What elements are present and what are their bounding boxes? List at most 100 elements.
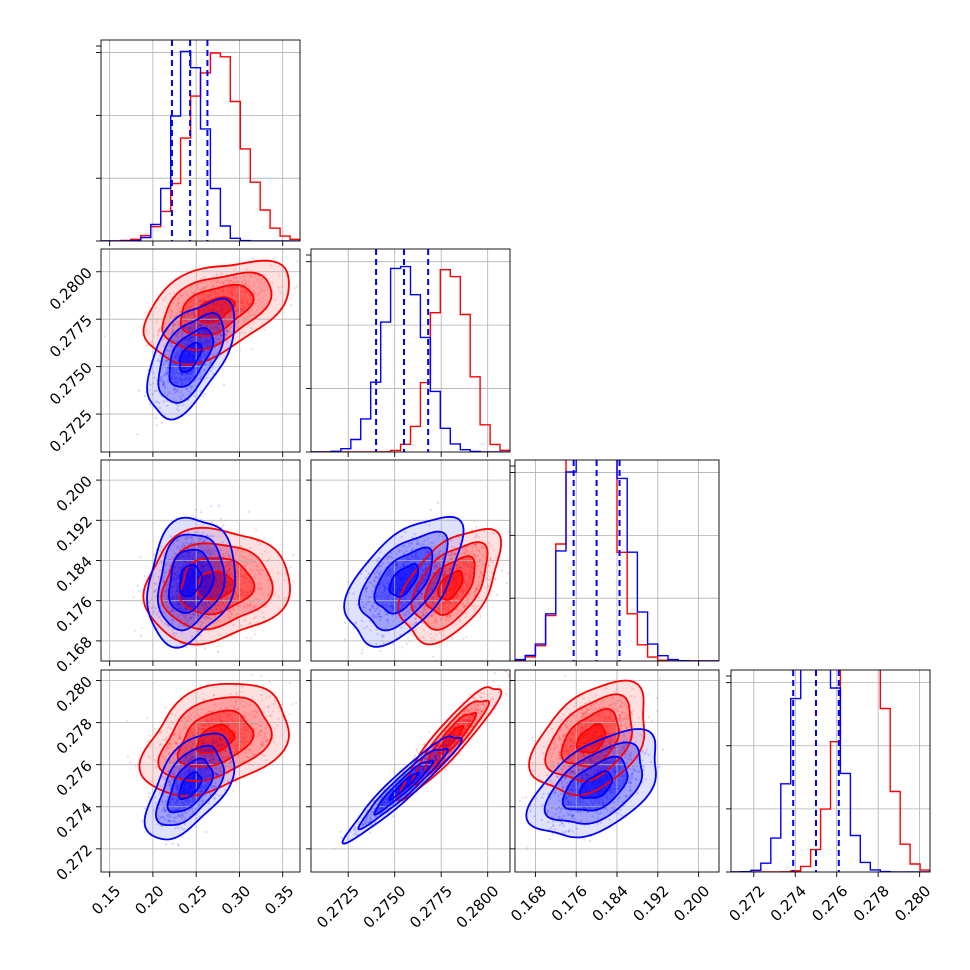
sample-point: [193, 367, 196, 370]
sample-point: [201, 329, 204, 332]
sample-point: [215, 325, 218, 328]
sample-point: [231, 293, 234, 296]
sample-point: [154, 307, 157, 310]
sample-point: [129, 761, 132, 764]
sample-point: [242, 309, 245, 312]
sample-point: [186, 326, 190, 329]
sample-point: [175, 389, 178, 392]
sample-point: [207, 294, 210, 297]
sample-point: [250, 310, 253, 313]
sample-point: [186, 327, 189, 330]
sample-point: [198, 324, 202, 327]
sample-point: [431, 655, 435, 658]
sample-point: [256, 278, 259, 281]
sample-point: [268, 680, 271, 684]
sample-point: [295, 285, 298, 288]
sample-point: [263, 328, 266, 331]
sample-point: [231, 285, 234, 288]
sample-point: [226, 329, 229, 332]
sample-point: [104, 335, 107, 338]
sample-point: [157, 333, 160, 336]
sample-point: [177, 301, 180, 304]
sample-point: [188, 337, 191, 340]
sample-point: [133, 629, 136, 632]
sample-point: [226, 331, 229, 334]
sample-point: [271, 281, 274, 285]
sample-point: [197, 332, 200, 335]
sample-point: [178, 307, 181, 310]
sample-point: [158, 360, 161, 363]
sample-point: [172, 363, 175, 366]
sample-point: [192, 327, 195, 331]
sample-point: [245, 268, 248, 271]
sample-point: [219, 273, 222, 276]
sample-point: [175, 333, 178, 336]
sample-point: [236, 322, 239, 325]
sample-point: [216, 273, 219, 276]
sample-point: [241, 282, 244, 285]
sample-point: [175, 378, 178, 381]
sample-point: [228, 286, 231, 289]
sample-point: [240, 301, 243, 304]
sample-point: [183, 314, 186, 317]
sample-point: [202, 331, 205, 334]
sample-point: [186, 305, 189, 308]
sample-point: [196, 326, 199, 329]
sample-point: [145, 329, 148, 332]
sample-point: [225, 333, 228, 336]
sample-point: [173, 377, 176, 380]
sample-point: [163, 380, 166, 383]
sample-point: [452, 577, 455, 581]
sample-point: [189, 379, 192, 382]
sample-point: [161, 384, 164, 387]
sample-point: [200, 324, 203, 327]
sample-point: [228, 315, 231, 318]
sample-point: [211, 354, 214, 357]
sample-point: [236, 309, 239, 312]
sample-point: [188, 376, 191, 379]
sample-point: [168, 309, 171, 312]
sample-point: [199, 377, 202, 380]
sample-point: [505, 582, 508, 585]
sample-point: [173, 339, 176, 342]
sample-point: [206, 323, 209, 326]
sample-point: [197, 331, 200, 334]
sample-point: [202, 350, 205, 353]
sample-point: [274, 298, 277, 301]
sample-point: [174, 389, 177, 392]
sample-point: [187, 314, 190, 317]
sample-point: [171, 330, 174, 333]
sample-point: [205, 336, 208, 339]
sample-point: [204, 332, 207, 335]
sample-point: [225, 279, 228, 282]
sample-point: [239, 300, 242, 303]
sample-point: [188, 329, 192, 333]
sample-point: [222, 524, 225, 527]
sample-point: [164, 359, 167, 362]
sample-point: [190, 327, 193, 330]
sample-point: [173, 322, 176, 326]
sample-point: [191, 385, 194, 388]
sample-point: [149, 734, 152, 738]
sample-point: [507, 572, 510, 575]
sample-point: [245, 636, 248, 639]
sample-point: [231, 313, 234, 316]
sample-point: [243, 317, 246, 320]
sample-point: [204, 338, 207, 341]
sample-point: [183, 379, 186, 382]
sample-point: [186, 372, 189, 375]
sample-point: [150, 340, 153, 343]
sample-point: [185, 338, 188, 341]
sample-point: [161, 339, 164, 342]
sample-point: [245, 289, 248, 292]
sample-point: [172, 329, 175, 332]
sample-point: [184, 343, 187, 346]
sample-point: [240, 331, 243, 334]
sample-point: [227, 327, 230, 330]
sample-point: [147, 795, 150, 798]
sample-point: [258, 292, 261, 295]
sample-point: [185, 319, 188, 322]
sample-point: [198, 358, 201, 361]
sample-point: [185, 325, 188, 328]
sample-point: [474, 536, 477, 539]
